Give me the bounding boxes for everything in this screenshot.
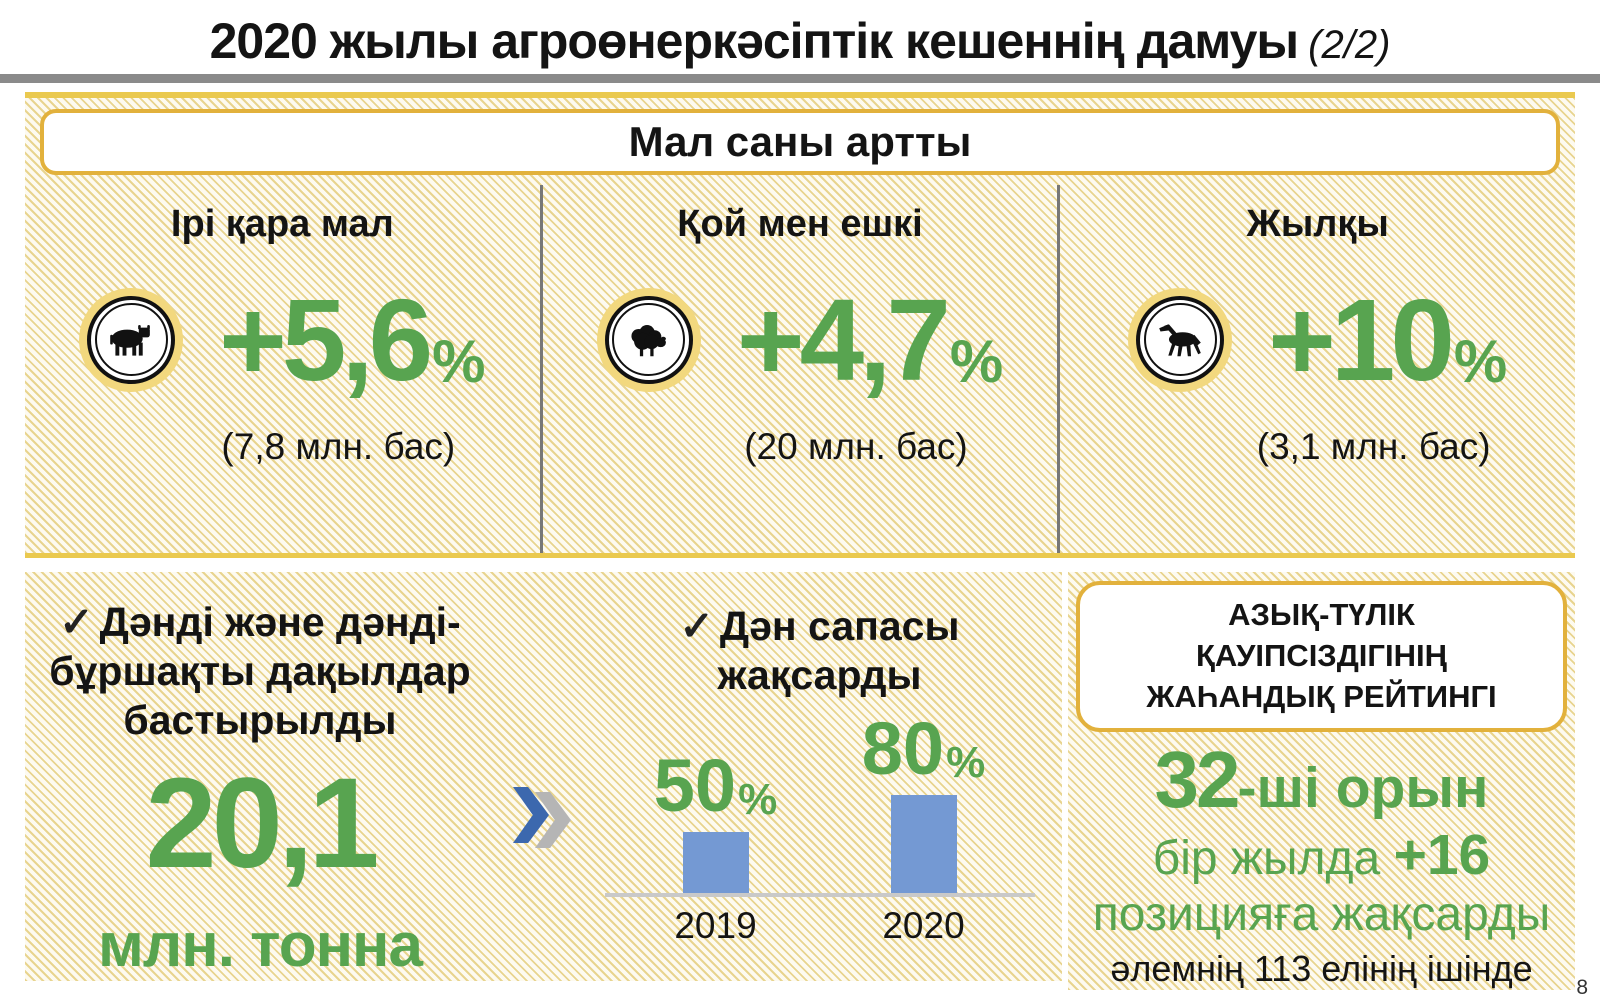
rating-header-box: АЗЫҚ-ТҮЛІК ҚАУІПСІЗДІГІНІҢ ЖАҺАНДЫҚ РЕЙТ… bbox=[1076, 581, 1567, 732]
rating-change-prefix: бір жылда bbox=[1152, 831, 1394, 885]
panel-bottom-border bbox=[25, 552, 1575, 558]
bar-value-number: 80 bbox=[861, 707, 945, 791]
rating-improved-line: позицияға жақсарды bbox=[1092, 887, 1551, 941]
grain-line-3: бастырылды bbox=[123, 697, 397, 744]
rating-rank-suffix: -ші орын bbox=[1237, 755, 1489, 820]
rating-header-line-1: АЗЫҚ-ТҮЛІК bbox=[1228, 597, 1415, 632]
grain-line-2: бұршақты дақылдар bbox=[49, 648, 471, 695]
x-label-2019: 2019 bbox=[674, 904, 757, 946]
sheep-icon bbox=[596, 287, 701, 392]
page-number: 8 bbox=[1576, 976, 1588, 999]
horse-silhouette bbox=[1159, 323, 1201, 356]
livestock-item-horse: Жылқы bbox=[1057, 184, 1575, 553]
checkmark-icon: ✓ bbox=[679, 603, 714, 649]
bar-value-2020: 80% bbox=[861, 707, 986, 791]
title-divider bbox=[0, 74, 1600, 83]
cattle-note: (7,8 млн. бас) bbox=[221, 425, 456, 467]
rating-header-line-2: ҚАУІПСІЗДІГІНІҢ bbox=[1196, 637, 1447, 673]
horse-icon bbox=[1128, 287, 1233, 392]
cattle-label: Ірі қара мал bbox=[170, 202, 394, 245]
cow-silhouette bbox=[110, 324, 151, 356]
page-title-suffix: (2/2) bbox=[1308, 23, 1391, 67]
quality-title: ✓ Дән сапасы жақсарды bbox=[679, 602, 959, 700]
grain-summary: ✓ Дәнді және дәнді- бұршақты дақылдар бас… bbox=[25, 572, 495, 981]
quality-title-line-1: Дән сапасы bbox=[719, 603, 960, 649]
x-label-2020: 2020 bbox=[882, 904, 965, 946]
rating-change-line: бір жылда +16 bbox=[1076, 822, 1567, 887]
grain-panel: ✓ Дәнді және дәнді- бұршақты дақылдар бас… bbox=[25, 572, 1062, 981]
chart-bars: 50% 80% bbox=[605, 707, 1035, 893]
sheep-silhouette bbox=[631, 324, 666, 356]
cow-icon-inner-ring bbox=[94, 303, 168, 376]
rating-header-line-3: ЖАҺАНДЫҚ РЕЙТИНГІ bbox=[1146, 678, 1497, 714]
sheep-row: +4,7% bbox=[596, 282, 1003, 398]
rating-rank: 32-ші орын bbox=[1076, 739, 1567, 820]
livestock-header-label: Мал саны артты bbox=[628, 117, 972, 165]
horse-icon-inner-ring bbox=[1143, 303, 1217, 376]
chart-x-axis-labels: 2019 2020 bbox=[605, 905, 1035, 947]
rating-panel-body: АЗЫҚ-ТҮЛІК ҚАУІПСІЗДІГІНІҢ ЖАҺАНДЫҚ РЕЙТ… bbox=[1068, 572, 1575, 990]
horse-label: Жылқы bbox=[1246, 202, 1389, 245]
cattle-row: +5,6% bbox=[79, 282, 486, 398]
rating-change-value: +16 bbox=[1393, 822, 1491, 887]
bar-group-2020: 80% bbox=[861, 707, 986, 893]
rating-rank-number: 32 bbox=[1154, 734, 1241, 824]
livestock-header-box: Мал саны артты bbox=[40, 108, 1560, 175]
horse-icon-ring bbox=[1136, 295, 1225, 384]
sheep-label: Қой мен ешкі bbox=[677, 202, 923, 245]
sheep-value-number: +4,7 bbox=[736, 274, 951, 405]
grain-panel-body: ✓ Дәнді және дәнді- бұршақты дақылдар бас… bbox=[25, 572, 1062, 981]
rating-scope-line: әлемнің 113 елінің ішінде bbox=[1110, 947, 1533, 989]
sheep-icon-ring bbox=[604, 295, 693, 384]
horse-note: (3,1 млн. бас) bbox=[1256, 425, 1491, 467]
checkmark-icon: ✓ bbox=[59, 599, 94, 645]
horse-row: +10% bbox=[1128, 282, 1507, 398]
bar-value-2019: 50% bbox=[653, 744, 778, 828]
horse-value-number: +10 bbox=[1268, 274, 1455, 405]
horse-value: +10% bbox=[1268, 282, 1507, 398]
page-title-text: 2020 жылы агроөнеркәсіптік кешеннің даму… bbox=[209, 13, 1300, 69]
panel-top-border bbox=[25, 92, 1575, 98]
cattle-value-percent: % bbox=[432, 327, 486, 395]
sheep-value: +4,7% bbox=[737, 282, 1003, 398]
cow-icon-ring bbox=[87, 295, 176, 384]
bar-value-percent: % bbox=[946, 738, 986, 788]
grain-line-1: Дәнді және дәнді- bbox=[99, 599, 461, 645]
livestock-columns: Ірі қара мал bbox=[25, 184, 1575, 553]
bar-rect-2020 bbox=[890, 794, 957, 893]
double-chevron-icon bbox=[513, 787, 577, 848]
sheep-note: (20 млн. бас) bbox=[744, 425, 968, 467]
bar-value-percent: % bbox=[738, 775, 778, 825]
cattle-value: +5,6% bbox=[219, 282, 485, 398]
chart-baseline bbox=[604, 892, 1035, 897]
page-title: 2020 жылы агроөнеркәсіптік кешеннің даму… bbox=[210, 12, 1391, 70]
grain-quality-block: ✓ Дән сапасы жақсарды 50% 80% bbox=[577, 572, 1062, 981]
quality-title-line-2: жақсарды bbox=[717, 652, 922, 699]
grain-amount-unit: млн. тонна bbox=[98, 910, 423, 980]
rating-panel: АЗЫҚ-ТҮЛІК ҚАУІПСІЗДІГІНІҢ ЖАҺАНДЫҚ РЕЙТ… bbox=[1068, 572, 1575, 990]
bar-value-number: 50 bbox=[653, 744, 737, 828]
bar-rect-2019 bbox=[682, 831, 749, 893]
livestock-panel-body: Мал саны артты Ірі қара мал bbox=[25, 97, 1575, 553]
cattle-value-number: +5,6 bbox=[219, 274, 433, 405]
horse-value-percent: % bbox=[1453, 327, 1508, 395]
bar-group-2019: 50% bbox=[653, 744, 778, 893]
quality-bar-chart: 50% 80% 2019 bbox=[604, 707, 1035, 947]
livestock-panel: Мал саны артты Ірі қара мал bbox=[25, 92, 1575, 558]
sheep-value-percent: % bbox=[949, 327, 1004, 395]
bottom-row: ✓ Дәнді және дәнді- бұршақты дақылдар бас… bbox=[25, 572, 1575, 990]
grain-statement: ✓ Дәнді және дәнді- бұршақты дақылдар бас… bbox=[25, 598, 495, 746]
grain-amount: 20,1 bbox=[145, 751, 379, 895]
livestock-item-sheep: Қой мен ешкі bbox=[539, 184, 1058, 553]
title-bar: 2020 жылы агроөнеркәсіптік кешеннің даму… bbox=[0, 0, 1600, 72]
livestock-item-cattle: Ірі қара мал bbox=[25, 185, 540, 553]
cow-icon bbox=[79, 287, 184, 392]
sheep-icon-inner-ring bbox=[612, 303, 686, 376]
